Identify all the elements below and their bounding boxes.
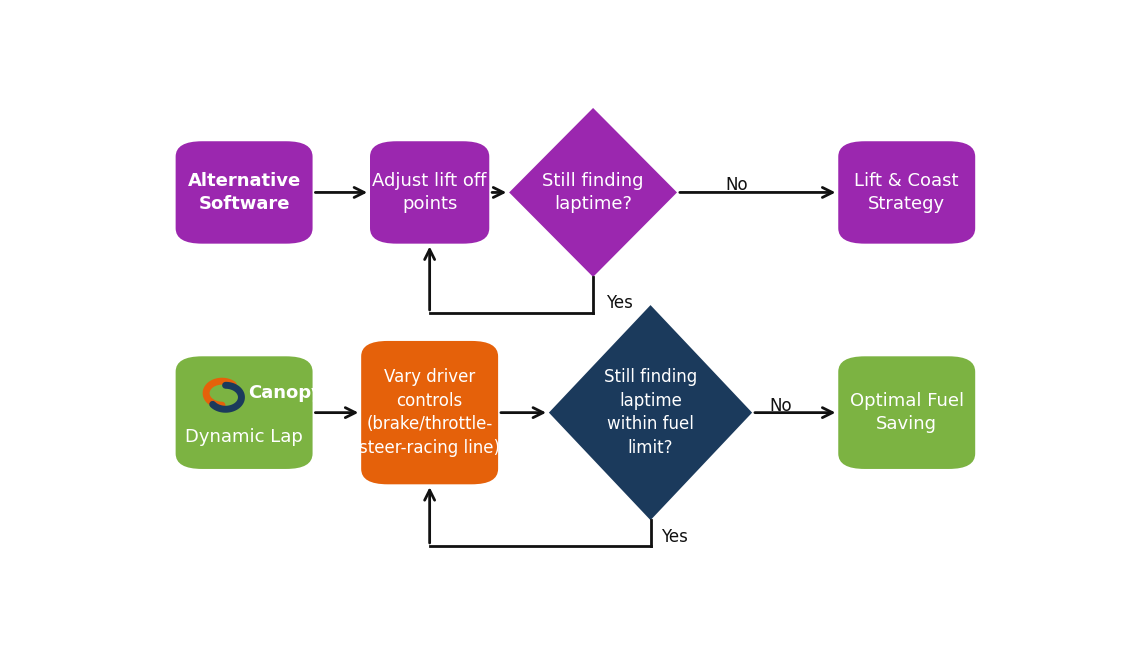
Text: Still finding
laptime
within fuel
limit?: Still finding laptime within fuel limit? xyxy=(604,368,698,457)
Polygon shape xyxy=(510,108,677,277)
FancyBboxPatch shape xyxy=(370,141,489,243)
Text: Lift & Coast
Strategy: Lift & Coast Strategy xyxy=(855,172,959,213)
Text: Vary driver
controls
(brake/throttle-
steer-racing line): Vary driver controls (brake/throttle- st… xyxy=(359,368,500,457)
Text: Optimal Fuel
Saving: Optimal Fuel Saving xyxy=(849,392,963,434)
FancyBboxPatch shape xyxy=(176,141,312,243)
FancyBboxPatch shape xyxy=(361,341,498,484)
Text: No: No xyxy=(726,176,748,194)
Polygon shape xyxy=(549,305,752,520)
FancyBboxPatch shape xyxy=(176,356,312,469)
Text: No: No xyxy=(770,398,792,416)
Text: Still finding
laptime?: Still finding laptime? xyxy=(543,172,644,213)
Text: Canopy: Canopy xyxy=(249,384,324,402)
Text: Dynamic Lap: Dynamic Lap xyxy=(185,428,303,446)
Text: Yes: Yes xyxy=(606,293,633,311)
FancyBboxPatch shape xyxy=(838,356,975,469)
Text: Alternative
Software: Alternative Software xyxy=(187,172,301,213)
Text: Yes: Yes xyxy=(661,528,687,546)
Text: Adjust lift off
points: Adjust lift off points xyxy=(373,172,487,213)
FancyBboxPatch shape xyxy=(838,141,975,243)
